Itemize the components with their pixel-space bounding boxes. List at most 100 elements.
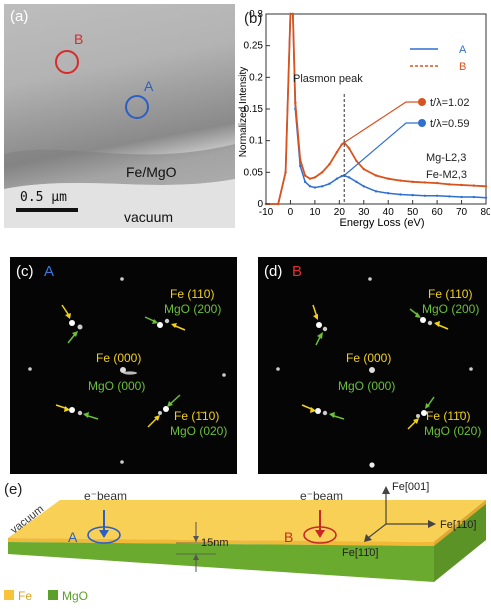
fe-edge-label: Fe-M2,3 [426, 169, 467, 181]
series-B-point [277, 202, 280, 206]
thickness-a-leader [343, 122, 422, 176]
panel-e-schematic: (e) e⁻beam e⁻beam A B vacuum 15nm Fe[001… [0, 480, 491, 604]
series-B-point [355, 159, 358, 163]
series-A-point [411, 193, 414, 197]
mgo-020-label-d: MgO (020) [424, 424, 482, 438]
panel-d-diffraction: (d) B Fe (110) MgO (200) Fe (000) MgO (0… [258, 257, 487, 474]
series-B-point [448, 183, 451, 186]
panel-d-spot-label: B [292, 263, 303, 280]
series-B-point [374, 174, 378, 177]
beam-a-label: e⁻beam [84, 489, 127, 503]
x-tick-label: 60 [432, 207, 444, 218]
thickness-b-marker [418, 98, 426, 106]
film-label: Fe/MgO [126, 164, 177, 180]
series-A-point [335, 177, 339, 180]
y-tick-label: 0.2 [249, 72, 263, 83]
series-B-point [460, 183, 463, 187]
series-A-point [484, 196, 488, 199]
series-A-point [472, 195, 475, 199]
series-B-point [435, 181, 439, 185]
fe-000-label-c: Fe (000) [96, 351, 142, 365]
series-A-point [362, 185, 365, 188]
y-tick-label: 0.05 [244, 167, 264, 178]
x-tick-label: 70 [456, 207, 468, 218]
mgo-020-label-c: MgO (020) [170, 424, 228, 438]
panel-a-tem-image: (a) B A Fe/MgO 0.5 µm vacuum [4, 4, 235, 228]
series-A-point [399, 193, 402, 196]
scale-bar [16, 208, 78, 212]
fe-11bar0-label-d: Fe (11̄0) [426, 409, 471, 423]
thickness-a-label: t/λ=0.59 [430, 118, 469, 130]
spot-b-label: B [74, 31, 84, 47]
panel-b-label: (b) [244, 10, 263, 27]
x-tick-label: 30 [358, 207, 370, 218]
thickness-b-label: t/λ=1.02 [430, 97, 469, 109]
series-A-point [340, 174, 343, 178]
series-A-point [448, 195, 451, 198]
y-tick-label: 0.1 [249, 136, 263, 147]
series-B-line [266, 13, 487, 205]
vacuum-label: vacuum [124, 209, 174, 225]
x-tick-label: 40 [383, 207, 395, 218]
spot-b-circle [55, 50, 79, 74]
y-tick-label: 0.25 [244, 41, 264, 52]
series-A-point [387, 192, 390, 195]
series-A-point [299, 164, 302, 168]
series-B-point [321, 171, 324, 174]
panel-c-diffraction: (c) A Fe (110) MgO (200) Fe (000) MgO (0… [10, 257, 237, 474]
spot-a-circle [125, 95, 149, 119]
scale-bar-label: 0.5 µm [20, 190, 67, 205]
spot-b-ellipse [303, 526, 337, 544]
fe-000-label-d: Fe (000) [346, 351, 392, 365]
series-B-point [472, 184, 475, 187]
mgo-000-label-c: MgO (000) [88, 379, 146, 393]
series-B-point [399, 179, 402, 182]
panel-c-label: (c) [16, 263, 34, 280]
series-A-point [423, 194, 427, 197]
x-tick-label: 50 [407, 207, 419, 218]
legend-a-label: A [459, 44, 467, 56]
y-axis-label: Normalized Intensity [238, 67, 249, 158]
mgo-000-label-d: MgO (000) [338, 379, 396, 393]
series-B-point [347, 147, 351, 150]
axis-1bar10-label: Fe[11̄0] [342, 547, 379, 559]
legend-mgo-label: MgO [62, 589, 88, 603]
series-A-point [313, 186, 317, 189]
x-tick-label: 10 [309, 207, 321, 218]
y-tick-label: 0.15 [244, 104, 264, 115]
mgo-200-label-d: MgO (200) [422, 302, 480, 316]
panel-e-label: (e) [4, 481, 22, 498]
mg-edge-label: Mg-L2,3 [426, 152, 466, 164]
beam-b-label: e⁻beam [300, 489, 343, 503]
series-B-point [291, 12, 295, 16]
series-B-point [308, 177, 312, 180]
series-A-point [374, 190, 378, 193]
series-A-point [355, 180, 358, 184]
spot-a-schematic-label: A [68, 529, 78, 545]
thickness-b-leader [343, 101, 422, 144]
series-A-point [460, 195, 463, 199]
series-A-point [308, 185, 312, 188]
fe-110-label-c: Fe (110) [170, 287, 215, 301]
x-tick-label: 0 [288, 207, 294, 218]
fe-top-face [8, 500, 486, 542]
thickness-a-marker [418, 119, 426, 127]
axis-001-label: Fe[001] [392, 481, 429, 493]
series-B-point [313, 176, 317, 179]
x-tick-label: 80 [480, 207, 490, 218]
axis-110-label: Fe[110] [440, 519, 477, 531]
panel-a-label: (a) [10, 8, 29, 25]
y-tick-label: 0.3 [249, 9, 263, 20]
film-schematic: (e) e⁻beam e⁻beam A B vacuum 15nm Fe[001… [4, 481, 486, 603]
y-tick-label: 0 [257, 199, 263, 210]
x-tick-label: 20 [334, 207, 346, 218]
legend-fe-label: Fe [18, 589, 32, 603]
legend-mgo-swatch [48, 590, 58, 600]
series-B-point [484, 185, 488, 188]
series-B-point [340, 143, 343, 146]
series-B-point [289, 12, 292, 16]
x-tick-label: -10 [259, 207, 274, 218]
series-B-point [362, 167, 365, 171]
spot-b-schematic-label: B [284, 529, 293, 545]
series-B-point [294, 101, 297, 104]
